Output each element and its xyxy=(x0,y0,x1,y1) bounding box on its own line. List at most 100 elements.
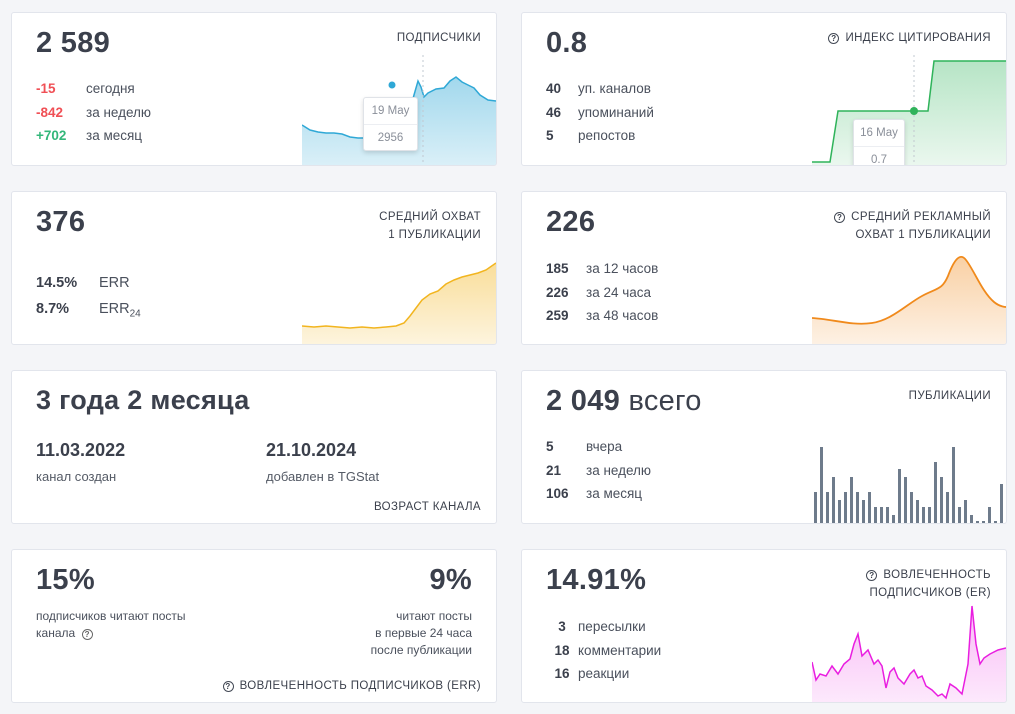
stat-value: 16 xyxy=(554,666,570,681)
posts-suffix: всего xyxy=(628,385,702,417)
stat-value: 5 xyxy=(546,128,554,143)
age-value: 3 года 2 месяца xyxy=(36,385,250,415)
citation-label-text: ИНДЕКС ЦИТИРОВАНИЯ xyxy=(845,32,991,44)
label-line: ? СРЕДНИЙ РЕКЛАМНЫЙ xyxy=(834,208,991,226)
label-line: ? ВОВЛЕЧЕННОСТЬ xyxy=(866,566,991,584)
stat-text: ERR xyxy=(99,301,130,317)
subscribers-label: ПОДПИСЧИКИ xyxy=(396,32,481,44)
stat-row: 40 уп. каналов xyxy=(546,77,654,101)
stat-text: пересылки xyxy=(578,619,646,634)
stat-row: 16 реакции xyxy=(546,662,661,686)
subscriber-engagement-card[interactable]: 15% подписчиков читают посты канала ? 9%… xyxy=(11,549,497,703)
stat-value: 8.7% xyxy=(36,301,70,317)
stat-row: 46 упоминаний xyxy=(546,101,654,125)
reach-label: СРЕДНИЙ ОХВАТ 1 ПУБЛИКАЦИИ xyxy=(379,208,481,244)
age-label: ВОЗРАСТ КАНАЛА xyxy=(373,501,481,513)
citation-index-card[interactable]: 0.8 ? ИНДЕКС ЦИТИРОВАНИЯ 40 уп. каналов 46… xyxy=(521,12,1007,166)
stat-row: 259 за 48 часов xyxy=(546,304,658,328)
channel-age-card[interactable]: 3 года 2 месяца 11.03.2022 канал создан … xyxy=(11,370,497,524)
subscribers-card[interactable]: 2 589 ПОДПИСЧИКИ -15 сегодня -842 за недел… xyxy=(11,12,497,166)
stat-value: 226 xyxy=(546,284,569,300)
ad-reach-label: ? СРЕДНИЙ РЕКЛАМНЫЙ ОХВАТ 1 ПУБЛИКАЦИИ xyxy=(834,208,991,244)
stat-row: 226 за 24 часа xyxy=(546,281,658,305)
subscribers-value: 2 589 xyxy=(36,27,111,59)
er-stats: 3 пересылки 18 комментарии 16 реакции xyxy=(546,615,661,686)
stat-row: -15 сегодня xyxy=(36,77,151,101)
stat-row: 185 за 12 часов xyxy=(546,257,658,281)
citation-tooltip: 16 May 0.7 xyxy=(853,119,905,165)
posts-value: 2 049 всего xyxy=(546,385,702,418)
er-value: 14.91% xyxy=(546,564,647,596)
question-icon[interactable]: ? xyxy=(834,212,846,223)
engagement-label: ? ВОВЛЕЧЕННОСТЬ ПОДПИСЧИКОВ (ERR) xyxy=(222,677,481,695)
label-line: ОХВАТ 1 ПУБЛИКАЦИИ xyxy=(855,229,991,241)
stat-value: 3 xyxy=(558,619,566,634)
posts-label: ПУБЛИКАЦИИ xyxy=(908,390,991,402)
text-line: после публикации xyxy=(370,643,472,657)
stat-text: за 12 часов xyxy=(586,261,659,276)
er-sparkline[interactable] xyxy=(812,604,1006,702)
stat-row: -842 за неделю xyxy=(36,101,151,125)
stat-row: 21 за неделю xyxy=(546,459,651,483)
citation-stats: 40 уп. каналов 46 упоминаний 5 репостов xyxy=(546,77,654,148)
posts-bar-chart[interactable] xyxy=(812,439,1006,523)
stat-value: 106 xyxy=(546,486,569,501)
stat-value: +702 xyxy=(36,128,67,143)
label-line: ПОДПИСЧИКОВ (ER) xyxy=(869,587,991,599)
er-label: ? ВОВЛЕЧЕННОСТЬ ПОДПИСЧИКОВ (ER) xyxy=(866,566,991,602)
stat-row: 14.5% ERR xyxy=(36,270,141,296)
stat-value: 40 xyxy=(546,81,562,96)
stat-text: за месяц xyxy=(586,486,643,501)
text-line: в первые 24 часа xyxy=(375,626,472,640)
stat-value: 185 xyxy=(546,261,569,276)
stat-value: 259 xyxy=(546,308,569,323)
stat-row: 106 за месяц xyxy=(546,482,651,506)
stat-text: за месяц xyxy=(86,128,143,143)
engagement-right-text: читают посты в первые 24 часа после публ… xyxy=(371,608,472,659)
engagement-label-text: ВОВЛЕЧЕННОСТЬ ПОДПИСЧИКОВ (ERR) xyxy=(239,680,481,692)
stat-text: репостов xyxy=(578,128,636,143)
text-line: подписчиков читают посты xyxy=(36,609,186,623)
label-line: 1 ПУБЛИКАЦИИ xyxy=(388,229,481,241)
stat-text: уп. каналов xyxy=(578,81,651,96)
stat-row: 5 репостов xyxy=(546,124,654,148)
question-icon[interactable]: ? xyxy=(828,33,840,44)
added-date: 21.10.2024 xyxy=(266,440,357,460)
stat-value: 5 xyxy=(546,439,554,454)
citation-sparkline[interactable] xyxy=(812,55,1006,165)
question-icon[interactable]: ? xyxy=(81,629,93,640)
tooltip-date: 19 May xyxy=(371,105,410,117)
stat-text: сегодня xyxy=(86,81,135,96)
stat-value: 21 xyxy=(546,462,562,478)
posts-count: 2 049 xyxy=(546,385,621,417)
stat-text: за 24 часа xyxy=(586,284,652,300)
subscribers-tooltip: 19 May 2956 xyxy=(363,97,418,151)
ad-reach-stats: 185 за 12 часов 226 за 24 часа 259 за 48 ча… xyxy=(546,257,658,328)
posts-card[interactable]: 2 049 всего ПУБЛИКАЦИИ 5 вчера 21 за недел… xyxy=(521,370,1007,524)
reach-sparkline[interactable] xyxy=(302,260,496,344)
stat-row: 8.7% ERR24 xyxy=(36,296,141,322)
stat-row: 18 комментарии xyxy=(546,639,661,663)
label-line-text: СРЕДНИЙ РЕКЛАМНЫЙ xyxy=(851,211,991,223)
text-line-part: канала xyxy=(36,626,76,640)
text-line: читают посты xyxy=(396,609,472,623)
label-line-text: ВОВЛЕЧЕННОСТЬ xyxy=(883,569,991,581)
stat-text: ERR xyxy=(99,275,130,291)
stat-text: комментарии xyxy=(578,642,662,658)
question-icon[interactable]: ? xyxy=(222,681,234,692)
stat-value: -15 xyxy=(36,81,56,96)
engagement-left-text: подписчиков читают посты канала ? xyxy=(36,608,186,642)
tooltip-value: 0.7 xyxy=(854,146,904,165)
label-line: СРЕДНИЙ ОХВАТ xyxy=(379,211,481,223)
average-ad-reach-card[interactable]: 226 ? СРЕДНИЙ РЕКЛАМНЫЙ ОХВАТ 1 ПУБЛИКАЦИИ… xyxy=(521,191,1007,345)
citation-value: 0.8 xyxy=(546,27,588,59)
question-icon[interactable]: ? xyxy=(866,570,878,581)
tooltip-value: 2956 xyxy=(364,124,417,150)
reach-value: 376 xyxy=(36,206,86,238)
engagement-left-value: 15% xyxy=(36,564,95,596)
ad-reach-sparkline[interactable] xyxy=(812,252,1006,344)
stat-text: упоминаний xyxy=(578,104,654,120)
stat-subscript: 24 xyxy=(129,308,141,320)
average-reach-card[interactable]: 376 СРЕДНИЙ ОХВАТ 1 ПУБЛИКАЦИИ 14.5% ERR 8… xyxy=(11,191,497,345)
